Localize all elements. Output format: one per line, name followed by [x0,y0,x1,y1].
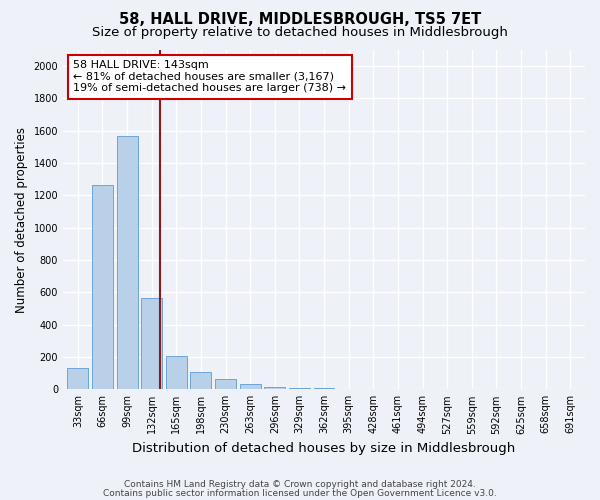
Bar [190,372,211,390]
X-axis label: Distribution of detached houses by size in Middlesbrough: Distribution of detached houses by size … [133,442,515,455]
Bar [92,185,113,390]
Text: 58, HALL DRIVE, MIDDLESBROUGH, TS5 7ET: 58, HALL DRIVE, MIDDLESBROUGH, TS5 7ET [119,12,481,28]
Text: Contains public sector information licensed under the Open Government Licence v3: Contains public sector information licen… [103,488,497,498]
Bar [166,356,187,390]
Y-axis label: Number of detached properties: Number of detached properties [15,126,28,312]
Text: Size of property relative to detached houses in Middlesbrough: Size of property relative to detached ho… [92,26,508,39]
Bar [67,368,88,390]
Bar [215,379,236,390]
Bar [141,298,162,390]
Bar [314,388,334,390]
Bar [239,384,260,390]
Text: Contains HM Land Registry data © Crown copyright and database right 2024.: Contains HM Land Registry data © Crown c… [124,480,476,489]
Text: 58 HALL DRIVE: 143sqm
← 81% of detached houses are smaller (3,167)
19% of semi-d: 58 HALL DRIVE: 143sqm ← 81% of detached … [73,60,346,94]
Bar [265,387,285,390]
Bar [289,388,310,390]
Bar [116,136,137,390]
